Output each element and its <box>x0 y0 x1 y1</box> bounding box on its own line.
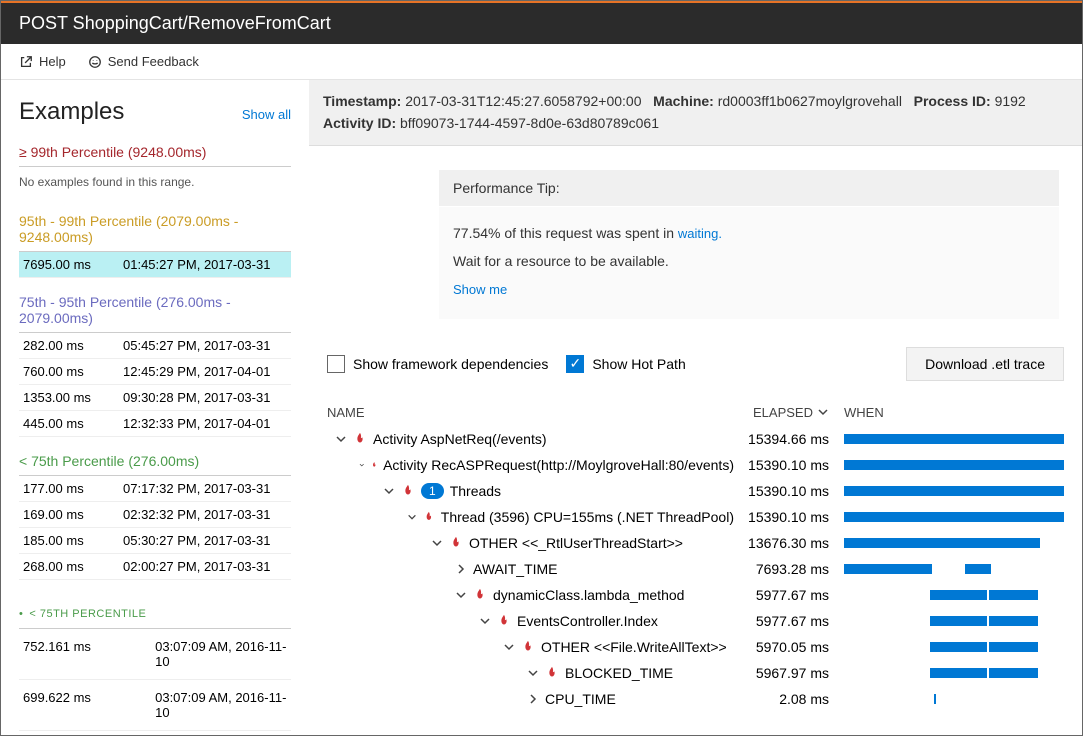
when-bar <box>829 667 1064 679</box>
examples-panel: Examples Show all ≥ 99th Percentile (924… <box>1 80 309 732</box>
example-row[interactable]: 1353.00 ms09:30:28 PM, 2017-03-31 <box>19 385 291 411</box>
example-row[interactable]: 282.00 ms05:45:27 PM, 2017-03-31 <box>19 333 291 359</box>
flame-icon <box>353 432 367 446</box>
percentile-group-title: < 75th Percentile (276.00ms) <box>19 453 291 476</box>
waiting-link[interactable]: waiting. <box>678 226 722 241</box>
when-bar <box>829 589 1064 601</box>
trace-label: dynamicClass.lambda_method <box>493 587 684 603</box>
elapsed-value: 15390.10 ms <box>734 457 829 473</box>
trace-label: Activity AspNetReq(/events) <box>373 431 547 447</box>
example-row[interactable]: 752.161 ms03:07:09 AM, 2016-11-10 <box>19 629 291 680</box>
when-bar <box>829 615 1064 627</box>
elapsed-value: 13676.30 ms <box>734 535 829 551</box>
trace-label: BLOCKED_TIME <box>565 665 673 681</box>
elapsed-value: 2.08 ms <box>734 691 829 707</box>
trace-row[interactable]: AWAIT_TIME 7693.28 ms <box>327 556 1064 582</box>
trace-label: Activity RecASPRequest(http://MoylgroveH… <box>383 457 734 473</box>
toolbar: Help Send Feedback <box>1 44 1082 80</box>
trace-label: OTHER <<File.WriteAllText>> <box>541 639 727 655</box>
when-bar <box>829 433 1064 445</box>
example-row[interactable]: 7695.00 ms01:45:27 PM, 2017-03-31 <box>19 252 291 278</box>
example-row[interactable]: 428.232 ms03:07:09 AM, 2016-11-10 <box>19 731 291 732</box>
elapsed-value: 5970.05 ms <box>734 639 829 655</box>
no-examples-msg: No examples found in this range. <box>19 167 291 197</box>
when-bar <box>829 563 1064 575</box>
trace-row[interactable]: 1 Threads 15390.10 ms <box>327 478 1064 504</box>
window-title: POST ShoppingCart/RemoveFromCart <box>1 1 1082 44</box>
chevron-down-icon <box>817 406 829 418</box>
elapsed-value: 5967.97 ms <box>734 665 829 681</box>
example-row[interactable]: 445.00 ms12:32:33 PM, 2017-04-01 <box>19 411 291 437</box>
trace-table-header: NAME ELAPSED WHEN <box>309 399 1082 426</box>
when-bar <box>829 693 1064 705</box>
example-row[interactable]: 185.00 ms05:30:27 PM, 2017-03-31 <box>19 528 291 554</box>
feedback-button[interactable]: Send Feedback <box>88 54 199 69</box>
trace-label: EventsController.Index <box>517 613 658 629</box>
smile-icon <box>88 55 102 69</box>
external-link-icon <box>19 55 33 69</box>
flame-icon <box>449 536 463 550</box>
trace-label: AWAIT_TIME <box>473 561 558 577</box>
footer-percentile-label: < 75TH PERCENTILE <box>19 608 291 629</box>
count-badge: 1 <box>421 483 444 499</box>
col-when[interactable]: WHEN <box>829 405 1064 420</box>
trace-row[interactable]: Thread (3596) CPU=155ms (.NET ThreadPool… <box>327 504 1064 530</box>
elapsed-value: 15390.10 ms <box>734 509 829 525</box>
when-bar <box>829 511 1064 523</box>
example-row[interactable]: 268.00 ms02:00:27 PM, 2017-03-31 <box>19 554 291 580</box>
hot-path-checkbox[interactable]: ✓ Show Hot Path <box>566 355 685 373</box>
elapsed-value: 5977.67 ms <box>734 613 829 629</box>
trace-tree: Activity AspNetReq(/events) 15394.66 msAc… <box>309 426 1082 712</box>
trace-row[interactable]: dynamicClass.lambda_method 5977.67 ms <box>327 582 1064 608</box>
elapsed-value: 15390.10 ms <box>734 483 829 499</box>
example-row[interactable]: 169.00 ms02:32:32 PM, 2017-03-31 <box>19 502 291 528</box>
flame-icon <box>521 640 535 654</box>
framework-deps-checkbox[interactable]: Show framework dependencies <box>327 355 548 373</box>
elapsed-value: 7693.28 ms <box>734 561 829 577</box>
when-bar <box>829 485 1064 497</box>
tip-header: Performance Tip: <box>439 170 1059 207</box>
elapsed-value: 15394.66 ms <box>734 431 829 447</box>
trace-label: CPU_TIME <box>545 691 616 707</box>
checkbox-checked-icon: ✓ <box>566 355 584 373</box>
performance-tip: Performance Tip: 77.54% of this request … <box>439 170 1059 319</box>
flame-icon <box>473 588 487 602</box>
elapsed-value: 5977.67 ms <box>734 587 829 603</box>
trace-row[interactable]: EventsController.Index 5977.67 ms <box>327 608 1064 634</box>
show-all-link[interactable]: Show all <box>242 107 291 122</box>
example-row[interactable]: 760.00 ms12:45:29 PM, 2017-04-01 <box>19 359 291 385</box>
flame-icon <box>423 510 435 524</box>
flame-icon <box>497 614 511 628</box>
when-bar <box>829 459 1064 471</box>
when-bar <box>829 537 1064 549</box>
trace-label: Threads <box>450 483 501 499</box>
trace-row[interactable]: CPU_TIME 2.08 ms <box>327 686 1064 712</box>
example-row[interactable]: 699.622 ms03:07:09 AM, 2016-11-10 <box>19 680 291 731</box>
show-me-link[interactable]: Show me <box>453 282 507 297</box>
col-elapsed[interactable]: ELAPSED <box>734 405 829 420</box>
percentile-group-title: 95th - 99th Percentile (2079.00ms - 9248… <box>19 213 291 252</box>
flame-icon <box>545 666 559 680</box>
percentile-group-title: 75th - 95th Percentile (276.00ms - 2079.… <box>19 294 291 333</box>
example-row[interactable]: 177.00 ms07:17:32 PM, 2017-03-31 <box>19 476 291 502</box>
checkbox-icon <box>327 355 345 373</box>
trace-row[interactable]: Activity RecASPRequest(http://MoylgroveH… <box>327 452 1064 478</box>
help-button[interactable]: Help <box>19 54 66 69</box>
trace-row[interactable]: Activity AspNetReq(/events) 15394.66 ms <box>327 426 1064 452</box>
flame-icon <box>371 458 378 472</box>
trace-row[interactable]: BLOCKED_TIME 5967.97 ms <box>327 660 1064 686</box>
col-name[interactable]: NAME <box>327 405 734 420</box>
trace-row[interactable]: OTHER <<File.WriteAllText>> 5970.05 ms <box>327 634 1064 660</box>
trace-row[interactable]: OTHER <<_RtlUserThreadStart>> 13676.30 ms <box>327 530 1064 556</box>
trace-label: Thread (3596) CPU=155ms (.NET ThreadPool… <box>441 509 734 525</box>
trace-label: OTHER <<_RtlUserThreadStart>> <box>469 535 683 551</box>
when-bar <box>829 641 1064 653</box>
flame-icon <box>401 484 415 498</box>
download-etl-button[interactable]: Download .etl trace <box>906 347 1064 381</box>
metadata-bar: Timestamp: 2017-03-31T12:45:27.6058792+0… <box>309 80 1082 146</box>
percentile-group-title: ≥ 99th Percentile (9248.00ms) <box>19 144 291 167</box>
examples-heading: Examples <box>19 98 124 126</box>
